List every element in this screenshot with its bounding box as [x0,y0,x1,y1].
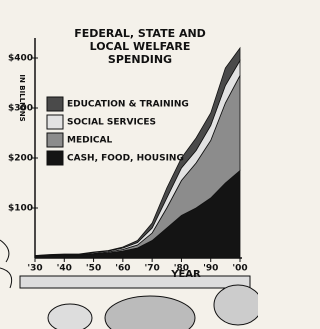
chart-title: LOCAL WELFARE [90,40,191,53]
y-tick-label: $100 [8,204,33,214]
y-axis-label: IN BILLIONS [18,74,26,121]
legend-swatch [47,115,63,129]
legend-swatch [47,97,63,111]
chart-title: SPENDING [108,53,172,66]
legend-swatch [47,151,63,165]
legend-label: SOCIAL SERVICES [67,118,156,128]
x-tick-label: '90 [203,264,218,274]
hat [48,304,92,329]
desk-edge [20,276,250,288]
x-tick-label: '30 [27,264,42,274]
x-tick-label: '40 [57,264,72,274]
x-tick-label: '50 [86,264,101,274]
legend-label: MEDICAL [67,136,112,146]
x-tick-label: '60 [115,264,130,274]
legend-label: CASH, FOOD, HOUSING [67,154,184,164]
x-tick-label: '00 [232,264,247,274]
chart: IN BILLIONS YEAR $100$200$300$400'30'40'… [0,0,258,329]
y-tick-label: $400 [8,54,33,64]
y-tick-label: $200 [8,154,33,164]
legend-label: EDUCATION & TRAINING [67,100,189,110]
y-tick-label: $300 [8,104,33,114]
x-tick-label: '70 [145,264,160,274]
legend-swatch [47,133,63,147]
head [214,285,258,325]
x-tick-label: '80 [174,264,189,274]
chart-title: FEDERAL, STATE AND [74,27,206,40]
